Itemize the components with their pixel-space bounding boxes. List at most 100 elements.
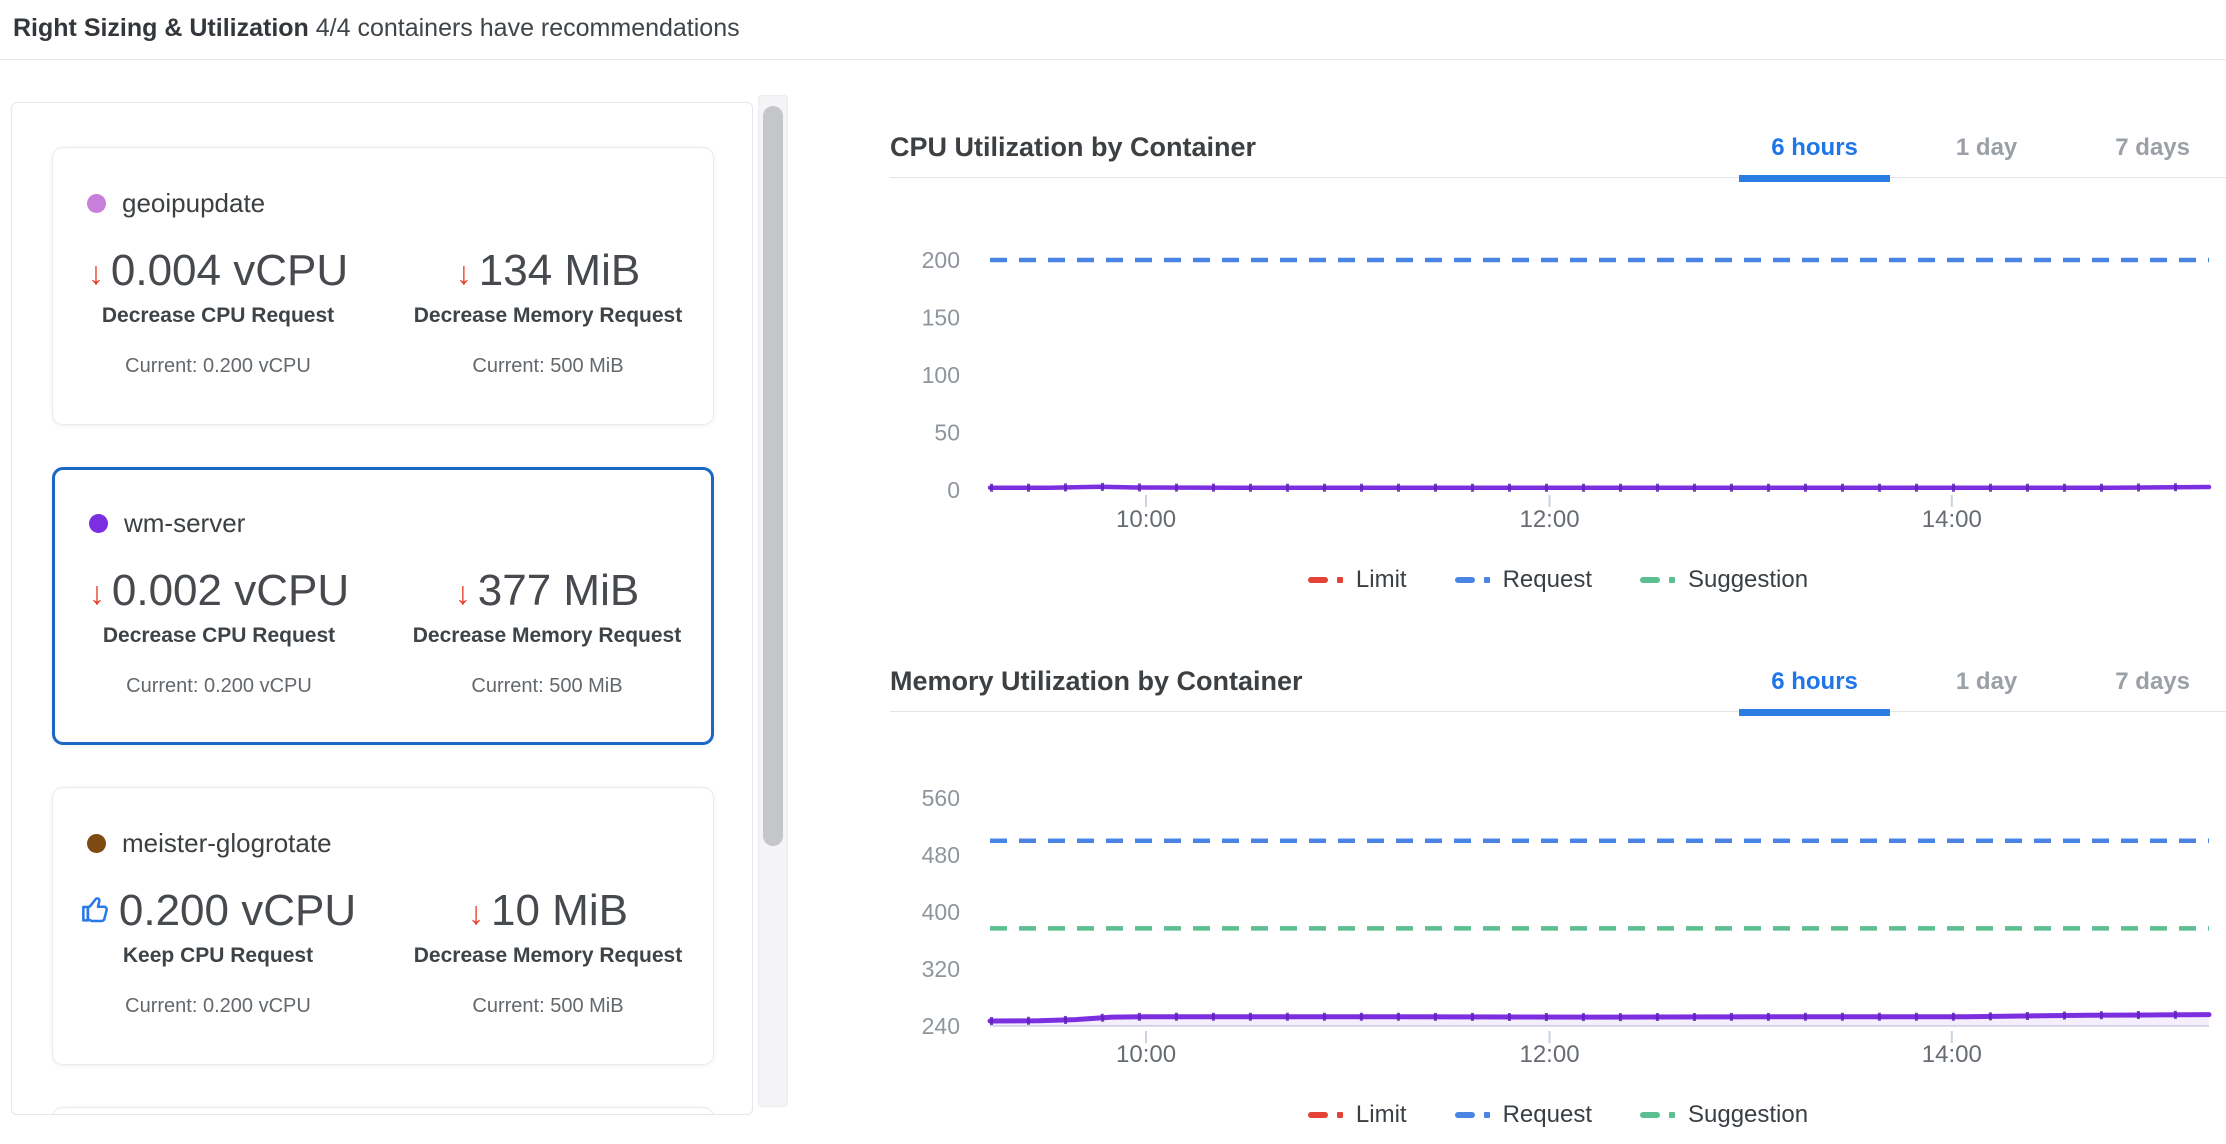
memory-chart-range-tabs: 6 hours 1 day 7 days xyxy=(1739,652,2222,716)
container-name-row: geoipupdate xyxy=(53,148,713,219)
cpu-chart-range-tabs: 6 hours 1 day 7 days xyxy=(1739,118,2222,182)
cpu-recommendation: 0.200 vCPU Keep CPU Request Current: 0.2… xyxy=(53,886,383,1018)
scrollbar-track[interactable] xyxy=(758,95,788,1107)
scrollbar-thumb[interactable] xyxy=(763,106,783,846)
cpu-value-text: 0.200 vCPU xyxy=(118,886,357,935)
tab-7-days[interactable]: 7 days xyxy=(2083,652,2222,712)
page-title: Right Sizing & Utilization xyxy=(13,14,309,42)
memory-chart-header: Memory Utilization by Container 6 hours … xyxy=(890,652,2226,716)
tab-label: 1 day xyxy=(1955,667,2018,695)
charts-section: CPU Utilization by Container 6 hours 1 d… xyxy=(890,0,2226,1144)
tab-1-day[interactable]: 1 day xyxy=(1924,118,2049,178)
memory-chart-title: Memory Utilization by Container xyxy=(890,666,1303,696)
svg-text:14:00: 14:00 xyxy=(1922,506,1982,533)
cpu-action-label: Decrease CPU Request xyxy=(101,304,335,328)
suggestion-line-icon xyxy=(1639,577,1675,583)
svg-text:12:00: 12:00 xyxy=(1519,506,1579,533)
container-color-dot xyxy=(87,194,106,213)
cpu-current-label: Current: 0.200 vCPU xyxy=(125,355,311,378)
decrease-arrow-icon: ↓ xyxy=(87,255,104,292)
legend-label: Limit xyxy=(1355,1101,1407,1128)
container-name: geoipupdate xyxy=(122,188,266,218)
memory-recommendation: ↓ 10 MiB Decrease Memory Request Current… xyxy=(383,886,713,1018)
legend-item-limit[interactable]: Limit xyxy=(1307,1101,1407,1129)
cpu-recommended-value: ↓ 0.002 vCPU xyxy=(55,566,383,615)
memory-utilization-plot: 10:00 12:00 14:00 240 320 400 480 560 xyxy=(922,785,2212,1068)
svg-text:150: 150 xyxy=(922,305,960,331)
limit-line-icon xyxy=(1307,1112,1343,1118)
tab-label: 6 hours xyxy=(1771,133,1858,161)
decrease-arrow-icon: ↓ xyxy=(455,255,472,292)
memory-action-label: Decrease Memory Request xyxy=(413,304,683,328)
memory-current-label: Current: 500 MiB xyxy=(471,675,623,698)
svg-text:50: 50 xyxy=(934,420,960,446)
page-header: Right Sizing & Utilization 4/4 container… xyxy=(13,14,740,43)
memory-action-label: Decrease Memory Request xyxy=(412,624,682,648)
tab-1-day[interactable]: 1 day xyxy=(1924,652,2049,712)
container-card-partial[interactable] xyxy=(52,1107,714,1114)
svg-text:10:00: 10:00 xyxy=(1116,1041,1176,1068)
page-subtitle: 4/4 containers have recommendations xyxy=(315,14,740,42)
legend-label: Suggestion xyxy=(1687,566,1809,593)
cpu-current-label: Current: 0.200 vCPU xyxy=(125,995,311,1018)
memory-recommendation: ↓ 377 MiB Decrease Memory Request Curren… xyxy=(383,566,711,698)
container-name: wm-server xyxy=(124,508,246,538)
memory-recommended-value: ↓ 134 MiB xyxy=(383,246,713,295)
svg-text:12:00: 12:00 xyxy=(1519,1041,1579,1068)
memory-recommendation: ↓ 134 MiB Decrease Memory Request Curren… xyxy=(383,246,713,378)
memory-value-text: 377 MiB xyxy=(477,566,640,615)
suggestion-line-icon xyxy=(1639,1112,1675,1118)
container-name-row: wm-server xyxy=(55,470,711,539)
tab-7-days[interactable]: 7 days xyxy=(2083,118,2222,178)
container-color-dot xyxy=(87,834,106,853)
memory-recommended-value: ↓ 10 MiB xyxy=(383,886,713,935)
container-color-dot xyxy=(89,514,108,533)
cpu-chart-header: CPU Utilization by Container 6 hours 1 d… xyxy=(890,118,2226,182)
cpu-value-text: 0.002 vCPU xyxy=(111,566,350,615)
decrease-arrow-icon: ↓ xyxy=(468,895,485,932)
svg-text:14:00: 14:00 xyxy=(1922,1041,1982,1068)
svg-text:10:00: 10:00 xyxy=(1116,506,1176,533)
cpu-chart-legend: Limit Request Suggestion xyxy=(890,566,2226,594)
svg-text:0: 0 xyxy=(947,477,960,503)
legend-item-request[interactable]: Request xyxy=(1454,1101,1592,1129)
cpu-utilization-plot: 10:00 12:00 14:00 0 50 100 150 200 xyxy=(922,247,2212,533)
container-card-meister-glogrotate[interactable]: meister-glogrotate 0.200 vCPU Keep CPU R… xyxy=(52,787,714,1065)
decrease-arrow-icon: ↓ xyxy=(88,575,105,612)
svg-text:200: 200 xyxy=(922,247,960,273)
container-card-geoipupdate[interactable]: geoipupdate ↓ 0.004 vCPU Decrease CPU Re… xyxy=(52,147,714,425)
request-line-icon xyxy=(1454,1112,1490,1118)
active-tab-indicator xyxy=(1739,708,1890,716)
svg-text:560: 560 xyxy=(922,785,960,811)
legend-label: Request xyxy=(1502,1101,1592,1128)
cpu-value-text: 0.004 vCPU xyxy=(110,246,349,295)
svg-text:100: 100 xyxy=(922,362,960,388)
container-card-wm-server[interactable]: wm-server ↓ 0.002 vCPU Decrease CPU Requ… xyxy=(52,467,714,745)
legend-item-suggestion[interactable]: Suggestion xyxy=(1639,566,1809,594)
svg-text:400: 400 xyxy=(922,899,960,925)
cpu-recommended-value: 0.200 vCPU xyxy=(53,886,383,935)
tab-6-hours[interactable]: 6 hours xyxy=(1739,118,1890,182)
tab-label: 7 days xyxy=(2115,667,2190,695)
cpu-recommended-value: ↓ 0.004 vCPU xyxy=(53,246,383,295)
svg-text:480: 480 xyxy=(922,842,960,868)
legend-item-request[interactable]: Request xyxy=(1454,566,1592,594)
memory-action-label: Decrease Memory Request xyxy=(413,944,683,968)
cpu-current-label: Current: 0.200 vCPU xyxy=(126,675,312,698)
tab-6-hours[interactable]: 6 hours xyxy=(1739,652,1890,716)
svg-text:320: 320 xyxy=(922,956,960,982)
legend-item-limit[interactable]: Limit xyxy=(1307,566,1407,594)
limit-line-icon xyxy=(1307,577,1343,583)
memory-value-text: 10 MiB xyxy=(491,886,628,935)
memory-recommended-value: ↓ 377 MiB xyxy=(383,566,711,615)
legend-item-suggestion[interactable]: Suggestion xyxy=(1639,1101,1809,1129)
svg-text:240: 240 xyxy=(922,1013,960,1039)
legend-label: Suggestion xyxy=(1687,1101,1809,1128)
tab-label: 7 days xyxy=(2115,133,2190,161)
tab-label: 1 day xyxy=(1955,133,2018,161)
decrease-arrow-icon: ↓ xyxy=(454,575,471,612)
cpu-recommendation: ↓ 0.004 vCPU Decrease CPU Request Curren… xyxy=(53,246,383,378)
container-list-panel: geoipupdate ↓ 0.004 vCPU Decrease CPU Re… xyxy=(11,102,753,1115)
cpu-chart-title: CPU Utilization by Container xyxy=(890,132,1257,162)
legend-label: Request xyxy=(1502,566,1592,593)
